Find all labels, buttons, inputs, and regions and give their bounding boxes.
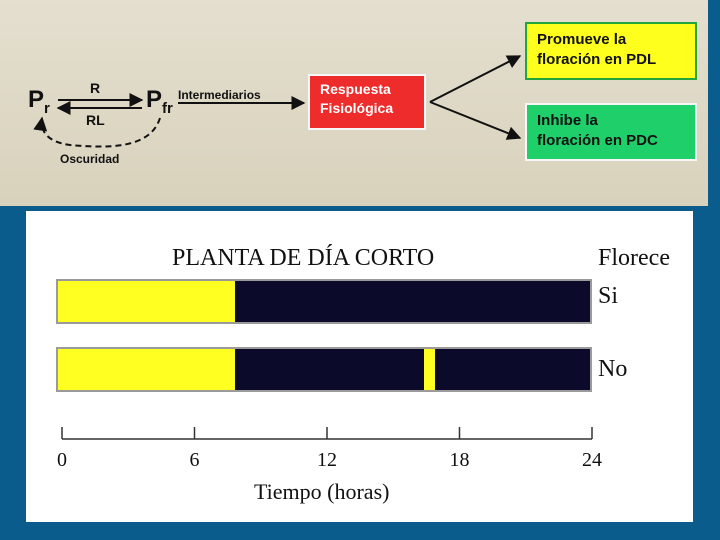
photoperiod-bar	[56, 347, 592, 392]
outcome-header: Florece	[598, 245, 670, 271]
pfr-sub: fr	[162, 99, 173, 117]
inhibit-line-1: Inhibe la	[537, 112, 598, 129]
photoperiod-bar	[56, 279, 592, 324]
response-line-2: Fisiológica	[320, 99, 394, 116]
promote-box: Promueve la floración en PDL	[525, 22, 697, 80]
forward-label: R	[90, 80, 101, 96]
reverse-label: RL	[86, 112, 105, 128]
pfr-base: P	[146, 86, 163, 113]
promote-line-1: Promueve la	[537, 31, 627, 48]
inhibit-box: Inhibe la floración en PDC	[525, 103, 697, 161]
promote-arrow	[429, 55, 522, 103]
inhibit-line-2: floración en PDC	[537, 132, 658, 150]
light-segment	[423, 349, 435, 390]
tick-label: 24	[582, 449, 602, 471]
dark-label: Oscuridad	[60, 152, 120, 166]
pr-sub: r	[44, 99, 50, 117]
tick-label: 6	[189, 449, 200, 471]
intermediates-label: Intermediarios	[178, 88, 261, 102]
time-axis	[61, 427, 593, 440]
pr-label: Pr	[28, 86, 50, 117]
diagram-arrows	[33, 55, 522, 148]
tick-label: 12	[317, 449, 337, 471]
light-segment	[58, 349, 236, 390]
response-box: Respuesta Fisiológica	[308, 74, 426, 130]
light-segment	[58, 281, 236, 322]
tick-label: 18	[449, 449, 470, 471]
tick-label: 0	[57, 449, 67, 471]
pfr-label: Pfr	[146, 86, 173, 117]
photoperiod-panel: PLANTA DE DÍA CORTO Florece Si No 0 6 12 18…	[26, 211, 693, 522]
phytochrome-diagram: Pr Pfr R RL Oscuridad Intermediarios Res…	[0, 0, 708, 206]
outcome-label: No	[598, 356, 628, 382]
response-line-1: Respuesta	[320, 81, 391, 97]
panel-title: PLANTA DE DÍA CORTO	[172, 245, 435, 271]
dark-reversion-arrow	[33, 116, 161, 148]
axis-label: Tiempo (horas)	[254, 479, 390, 504]
outcome-label: Si	[598, 283, 619, 309]
inhibit-arrow	[429, 101, 522, 140]
pr-base: P	[28, 86, 45, 113]
promote-line-2: floración en PDL	[537, 51, 657, 69]
